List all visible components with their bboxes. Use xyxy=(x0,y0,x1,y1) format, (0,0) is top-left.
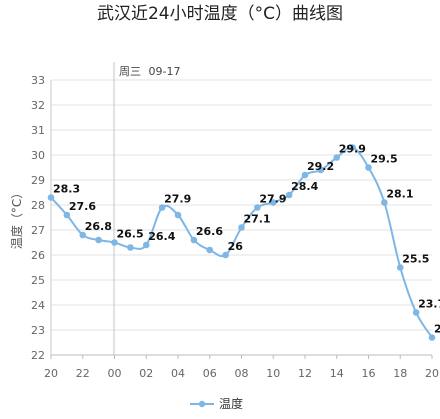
y-tick-label: 23 xyxy=(31,324,45,337)
data-point xyxy=(158,204,166,211)
day-marker-date: 09-17 xyxy=(149,65,181,78)
data-point xyxy=(269,199,277,206)
data-label: 27.9 xyxy=(164,193,191,206)
x-tick-label: 00 xyxy=(108,367,122,380)
data-point xyxy=(222,251,229,259)
x-tick-label: 12 xyxy=(298,367,312,380)
y-tick-label: 22 xyxy=(31,349,45,362)
legend-point-symbol xyxy=(198,400,206,408)
data-point xyxy=(63,211,71,219)
x-tick-label: 10 xyxy=(266,367,280,380)
x-tick-label: 02 xyxy=(139,367,153,380)
x-tick-label: 16 xyxy=(362,367,376,380)
data-point xyxy=(190,236,198,244)
data-point xyxy=(174,211,182,219)
data-point xyxy=(142,241,150,249)
data-point xyxy=(285,191,293,199)
data-label: 27.6 xyxy=(69,200,96,213)
data-point xyxy=(396,264,404,271)
chart-title: 武汉近24小时温度（°C）曲线图 xyxy=(97,4,343,24)
data-labels: 28.3 27.6 26.8 26.5 26.4 27.9 26.6 26 27.1 27.9 28… xyxy=(53,143,440,336)
data-point xyxy=(254,204,261,211)
data-point xyxy=(412,309,420,316)
data-point xyxy=(206,246,214,254)
data-label: 29.9 xyxy=(339,143,366,156)
chart-grid xyxy=(51,79,432,331)
x-tick-label: 18 xyxy=(393,367,407,380)
data-label: 26.5 xyxy=(117,228,144,241)
data-point xyxy=(428,334,436,341)
y-axis-label: 温度（°C） xyxy=(9,187,24,249)
data-label: 28.4 xyxy=(291,180,318,193)
data-label: 26.6 xyxy=(196,225,223,238)
data-point xyxy=(127,244,134,251)
data-point xyxy=(333,154,341,161)
data-point xyxy=(47,194,55,201)
data-label: 25.5 xyxy=(402,253,429,266)
y-tick-label: 32 xyxy=(31,99,45,112)
data-label: 28.1 xyxy=(386,188,413,201)
y-tick-label: 33 xyxy=(31,74,45,87)
data-point xyxy=(317,166,325,174)
data-point xyxy=(95,236,102,244)
y-tick-label: 28 xyxy=(31,199,45,212)
x-tick-label: 14 xyxy=(330,367,344,380)
y-tick-label: 24 xyxy=(31,299,45,312)
data-point xyxy=(301,171,309,179)
data-label: 26.8 xyxy=(85,220,112,233)
data-label: 29.2 xyxy=(307,160,334,173)
day-marker-weekday: 周三 xyxy=(119,65,141,78)
y-tick-labels: 22 23 24 25 26 27 28 29 30 31 32 33 xyxy=(31,74,45,362)
day-marker-label: 周三 09-17 xyxy=(119,65,180,78)
data-point xyxy=(79,231,87,239)
y-tick-label: 30 xyxy=(31,149,45,162)
y-tick-label: 27 xyxy=(31,224,45,237)
x-tick-label: 08 xyxy=(235,367,249,380)
data-label: 26 xyxy=(228,240,244,253)
series-points xyxy=(47,144,436,341)
x-tick-label: 06 xyxy=(203,367,217,380)
data-point xyxy=(365,164,372,171)
data-label: 28.3 xyxy=(53,183,80,196)
legend[interactable]: 温度 xyxy=(190,396,243,411)
y-tick-label: 25 xyxy=(31,274,45,287)
y-tick-label: 26 xyxy=(31,249,45,262)
y-tick-label: 31 xyxy=(31,124,45,137)
legend-item-temperature: 温度 xyxy=(219,396,243,411)
data-point xyxy=(349,144,356,151)
data-label: 26.4 xyxy=(148,230,175,243)
data-label: 29.5 xyxy=(371,153,398,166)
data-label: 22.7 xyxy=(434,323,440,336)
data-point xyxy=(381,199,388,206)
x-tick-label: 04 xyxy=(171,367,185,380)
data-label: 27.9 xyxy=(259,193,286,206)
x-tick-label: 20 xyxy=(425,367,439,380)
data-label: 23.7 xyxy=(418,298,440,311)
data-point xyxy=(238,224,245,231)
x-tick-label: 22 xyxy=(76,367,90,380)
data-point xyxy=(111,239,118,246)
x-tick-label: 20 xyxy=(44,367,58,380)
data-label: 27.1 xyxy=(244,213,271,226)
x-tick-labels: 20 22 00 02 04 06 08 10 12 14 16 18 20 xyxy=(44,355,439,380)
y-tick-label: 29 xyxy=(31,174,45,187)
